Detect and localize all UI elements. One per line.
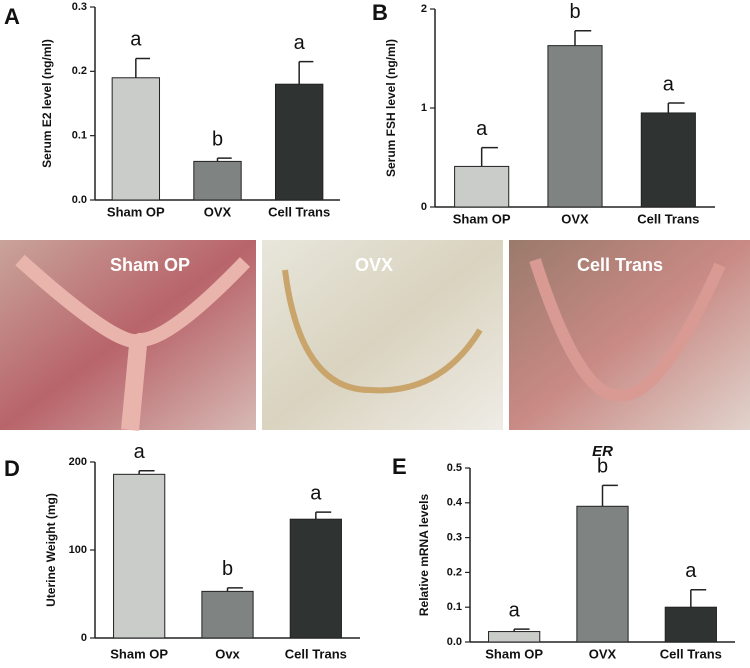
- error-bar: [298, 60, 314, 85]
- y-tick-label: 0.5: [447, 462, 462, 474]
- panel-letter: A: [4, 4, 20, 29]
- panel-letter: E: [392, 454, 407, 479]
- bar: [193, 160, 242, 201]
- x-tick-label: Sham OP: [107, 204, 165, 219]
- x-tick-label: Sham OP: [110, 646, 168, 661]
- bar: [454, 165, 510, 208]
- error-bar: [216, 157, 232, 162]
- error-bar: [135, 57, 151, 78]
- bar: [113, 473, 166, 639]
- y-tick-label: 0: [81, 632, 87, 644]
- y-tick-label: 1: [421, 102, 427, 114]
- y-tick-label: 0.0: [72, 194, 87, 206]
- bar: [111, 77, 161, 201]
- x-tick-label: OVX: [589, 646, 617, 661]
- error-bar: [513, 628, 530, 632]
- x-tick-label: OVX: [561, 211, 589, 226]
- y-tick-label: 200: [69, 456, 87, 468]
- x-tick-label: Cell Trans: [660, 646, 722, 661]
- bar: [201, 590, 254, 639]
- significance-letter: a: [663, 73, 675, 95]
- bar: [664, 606, 717, 643]
- photo-label: Sham OP: [110, 255, 190, 275]
- x-tick-label: Ovx: [215, 646, 240, 661]
- photo-label: OVX: [355, 255, 393, 275]
- x-tick-label: Sham OP: [485, 646, 543, 661]
- y-tick-label: 0.2: [447, 566, 462, 578]
- error-bar: [667, 102, 685, 113]
- photo-detail: [282, 269, 483, 394]
- photo-detail: [121, 344, 147, 431]
- y-tick-label: 2: [421, 3, 427, 15]
- y-tick-label: 0.3: [447, 532, 462, 544]
- y-tick-label: 0.4: [447, 497, 463, 509]
- error-bar: [574, 30, 592, 46]
- y-tick-label: 0.1: [447, 601, 462, 613]
- x-tick-label: Cell Trans: [285, 646, 347, 661]
- photo-detail: [15, 254, 251, 348]
- photo-panel: C Sham OP OVX Cell Trans: [0, 240, 750, 431]
- y-axis-label: Serum E2 level (ng/ml): [40, 39, 54, 168]
- chart-title: ER: [592, 443, 613, 460]
- significance-letter: a: [509, 599, 521, 621]
- photo-label: Cell Trans: [577, 255, 663, 275]
- bar: [640, 112, 696, 208]
- x-tick-label: Sham OP: [453, 211, 511, 226]
- y-tick-label: 0.0: [447, 636, 462, 648]
- bar: [547, 45, 603, 208]
- y-tick-label: 0.1: [72, 130, 87, 142]
- significance-letter: b: [569, 1, 580, 23]
- error-bar: [226, 587, 243, 592]
- error-bar: [480, 146, 498, 167]
- bar: [289, 518, 342, 639]
- bar: [576, 505, 629, 643]
- significance-letter: b: [597, 456, 608, 478]
- bar: [488, 631, 541, 643]
- y-axis-label: Serum FSH level (ng/ml): [384, 39, 398, 177]
- error-bar: [690, 589, 707, 608]
- error-bar: [138, 470, 155, 475]
- significance-letter: a: [476, 118, 488, 140]
- photo-detail: [529, 258, 726, 402]
- panel-letter: B: [372, 0, 388, 25]
- panel-letter: D: [4, 456, 20, 481]
- x-tick-label: Cell Trans: [637, 211, 699, 226]
- significance-letter: a: [134, 441, 146, 463]
- bar: [274, 83, 324, 201]
- y-tick-label: 100: [69, 544, 87, 556]
- error-bar: [315, 511, 332, 520]
- y-axis-label: Relative mRNA levels: [417, 494, 431, 617]
- significance-letter: a: [685, 560, 697, 582]
- significance-letter: a: [130, 29, 142, 51]
- significance-letter: a: [294, 32, 306, 54]
- x-tick-label: Cell Trans: [268, 204, 330, 219]
- y-tick-label: 0.3: [72, 1, 87, 13]
- significance-letter: b: [222, 558, 233, 580]
- significance-letter: a: [310, 482, 322, 504]
- significance-letter: b: [212, 128, 223, 150]
- x-tick-label: OVX: [204, 204, 232, 219]
- y-axis-label: Uterine Weight (mg): [44, 493, 58, 607]
- y-tick-label: 0: [421, 201, 427, 213]
- error-bar: [601, 484, 618, 507]
- y-tick-label: 0.2: [72, 65, 87, 77]
